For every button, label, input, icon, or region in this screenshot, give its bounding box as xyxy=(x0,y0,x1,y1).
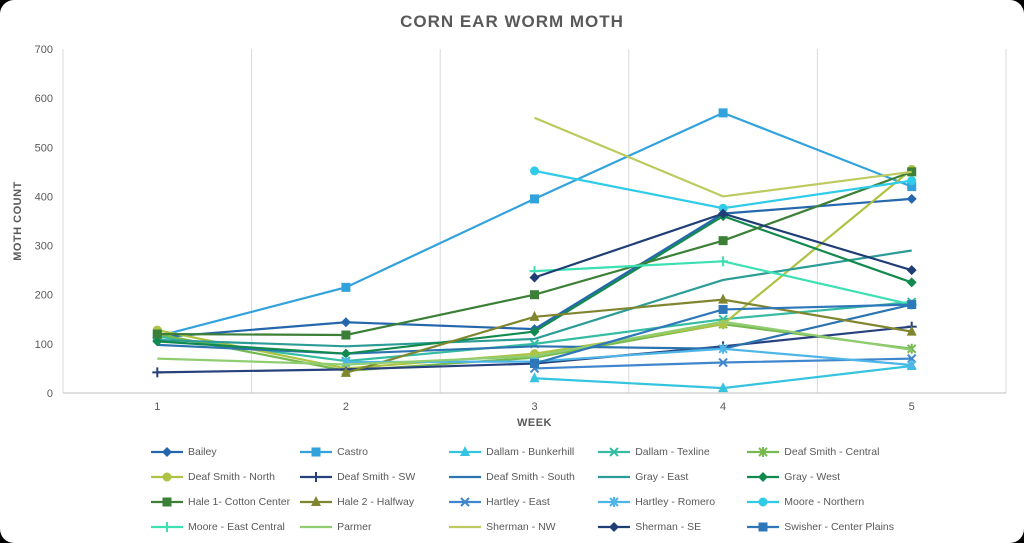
legend-swatch-square-icon xyxy=(747,522,780,532)
legend-swatch-diamond-icon xyxy=(598,522,631,532)
y-tick-label: 600 xyxy=(35,93,53,105)
legend-swatch-star-icon xyxy=(747,447,780,457)
legend-item-castro: Castro xyxy=(299,443,444,461)
legend-label: Bailey xyxy=(188,446,217,458)
x-tick-label: 3 xyxy=(531,401,537,413)
legend-label: Deaf Smith - South xyxy=(486,471,575,483)
legend-item-sherman-nw: Sherman - NW xyxy=(448,518,593,536)
legend-item-gray-east: Gray - East xyxy=(597,468,742,486)
legend-label: Sherman - SE xyxy=(635,521,702,533)
legend-swatch-none-icon xyxy=(449,525,482,529)
legend-label: Parmer xyxy=(337,521,372,533)
y-tick-label: 300 xyxy=(35,241,53,253)
series-sherman-se xyxy=(529,208,917,283)
legend-swatch-x-icon xyxy=(449,497,482,507)
y-tick-label: 700 xyxy=(35,44,53,56)
series-moore-northern xyxy=(530,166,917,213)
legend-label: Castro xyxy=(337,446,368,458)
legend-item-bailey: Bailey xyxy=(150,443,295,461)
legend-swatch-x-icon xyxy=(598,447,631,457)
x-tick-label: 1 xyxy=(154,401,160,413)
legend-swatch-diamond-icon xyxy=(747,472,780,482)
x-tick-label: 4 xyxy=(720,401,726,413)
legend-swatch-triangle-icon xyxy=(300,496,333,506)
legend-label: Gray - West xyxy=(784,471,841,483)
legend-item-dallam-texline: Dallam - Texline xyxy=(597,443,742,461)
legend-label: Gray - East xyxy=(635,471,689,483)
legend-swatch-none-icon xyxy=(300,525,333,529)
chart-title: CORN EAR WORM MOTH xyxy=(400,12,624,31)
legend-item-deaf-smith-sw: Deaf Smith - SW xyxy=(299,468,444,486)
legend-item-hartley-romero: Hartley - Romero xyxy=(597,493,742,511)
legend-swatch-plus-icon xyxy=(151,522,183,532)
legend-item-moore-northern: Moore - Northern xyxy=(746,493,894,511)
y-tick-label: 500 xyxy=(35,142,53,154)
legend-item-deaf-smith-north: Deaf Smith - North xyxy=(150,468,295,486)
legend-label: Deaf Smith - Central xyxy=(784,446,880,458)
y-tick-label: 100 xyxy=(35,339,53,351)
legend-label: Hartley - Romero xyxy=(635,496,716,508)
series-castro xyxy=(152,108,917,341)
series-gray-west xyxy=(152,211,917,359)
x-axis-title: WEEK xyxy=(517,417,552,429)
chart-legend: Bailey Castro Dallam - Bunkerhill Dallam - … xyxy=(150,443,894,536)
legend-label: Deaf Smith - North xyxy=(188,471,275,483)
legend-item-dallam-bunkerhill: Dallam - Bunkerhill xyxy=(448,443,593,461)
series-deaf-smith-south xyxy=(157,303,912,355)
y-tick-label: 0 xyxy=(47,388,53,400)
x-tick-label: 2 xyxy=(343,401,349,413)
legend-label: Hale 2 - Halfway xyxy=(337,496,415,508)
legend-item-gray-west: Gray - West xyxy=(746,468,894,486)
y-axis-title: MOTH COUNT xyxy=(12,181,24,261)
legend-swatch-plus-icon xyxy=(300,472,333,482)
legend-label: Hale 1- Cotton Center xyxy=(188,496,291,508)
legend-swatch-triangle-icon xyxy=(449,446,482,456)
y-tick-label: 400 xyxy=(35,191,53,203)
legend-item-sherman-se: Sherman - SE xyxy=(597,518,742,536)
legend-label: Swisher - Center Plains xyxy=(784,521,894,533)
x-tick-label: 5 xyxy=(909,401,915,413)
legend-item-hale-1-cotton-center: Hale 1- Cotton Center xyxy=(150,493,295,511)
legend-label: Dallam - Bunkerhill xyxy=(486,446,575,458)
legend-item-swisher-center-plains: Swisher - Center Plains xyxy=(746,518,894,536)
legend-item-deaf-smith-south: Deaf Smith - South xyxy=(448,468,593,486)
legend-swatch-none-icon xyxy=(449,475,482,479)
series-sherman-nw xyxy=(534,116,912,198)
legend-swatch-diamond-icon xyxy=(151,447,183,457)
legend-label: Sherman - NW xyxy=(486,521,556,533)
legend-label: Moore - Northern xyxy=(784,496,865,508)
legend-item-parmer: Parmer xyxy=(299,518,444,536)
legend-swatch-none-icon xyxy=(598,475,631,479)
series-dallam-bunkerhill xyxy=(529,359,917,393)
legend-item-hartley-east: Hartley - East xyxy=(448,493,593,511)
y-tick-label: 200 xyxy=(35,290,53,302)
series-hartley-romero xyxy=(341,343,917,370)
series-swisher-center-plains xyxy=(530,300,917,369)
series-hale-2-halfway xyxy=(340,293,917,377)
legend-label: Hartley - East xyxy=(486,496,550,508)
legend-item-moore-east-central: Moore - East Central xyxy=(150,518,295,536)
legend-swatch-square-icon xyxy=(151,497,183,507)
line-chart-plot-area: 0 100 200 300 400 500 600 700 1 2 3 4 5 xyxy=(35,44,1007,413)
legend-label: Dallam - Texline xyxy=(635,446,710,458)
legend-label: Deaf Smith - SW xyxy=(337,471,416,483)
legend-swatch-circle-icon xyxy=(747,497,780,507)
series-parmer xyxy=(157,320,912,366)
legend-swatch-star-icon xyxy=(598,497,631,507)
series-gray-east xyxy=(157,249,912,348)
legend-label: Moore - East Central xyxy=(188,521,285,533)
legend-swatch-square-icon xyxy=(300,447,333,457)
legend-swatch-circle-icon xyxy=(151,472,183,482)
legend-item-deaf-smith-central: Deaf Smith - Central xyxy=(746,443,894,461)
legend-item-hale-2-halfway: Hale 2 - Halfway xyxy=(299,493,444,511)
